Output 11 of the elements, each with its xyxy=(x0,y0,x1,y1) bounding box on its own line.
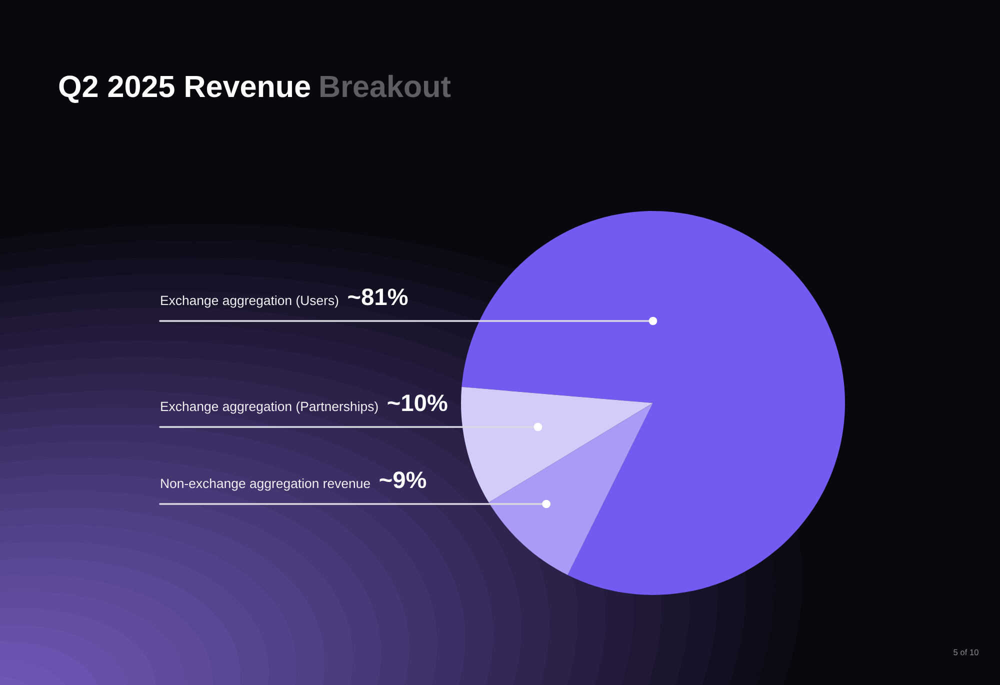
pie-slice xyxy=(488,403,653,575)
slice-label: Exchange aggregation (Partnerships) xyxy=(161,401,378,414)
chart-title: Q2 2025 Revenue Breakout xyxy=(59,74,451,104)
data-label: ~10% xyxy=(388,394,448,412)
slice-label: Non-exchange aggregation revenue xyxy=(161,478,370,491)
data-label: ~81% xyxy=(348,288,408,306)
pie-slice xyxy=(461,386,653,502)
data-label: ~9% xyxy=(380,472,426,488)
pie-slice xyxy=(462,211,845,595)
text: 5 of 10 xyxy=(954,649,978,656)
slice-label: Exchange aggregation (Users) xyxy=(161,295,338,308)
